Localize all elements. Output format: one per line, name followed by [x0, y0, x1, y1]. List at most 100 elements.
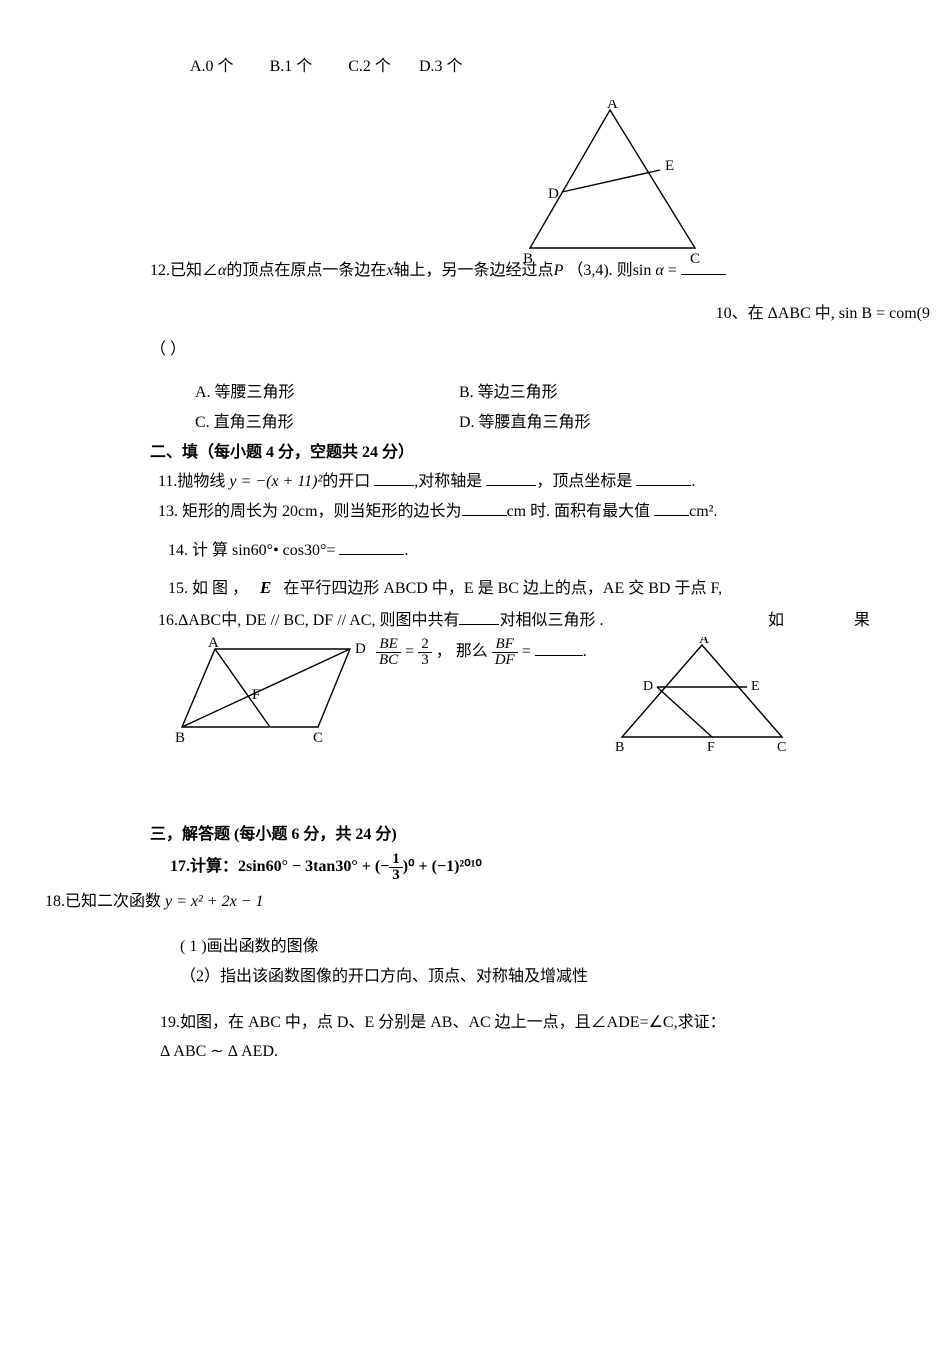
q10-C: C. 直角三角形 [195, 410, 455, 436]
tb-E: E [751, 679, 760, 694]
q12-blank [681, 258, 726, 275]
fr-a: BE [376, 637, 401, 653]
q14: 14. 计 算 sin60°• cos30°= . [20, 538, 930, 564]
q19-line1: 19.如图，在 ABC 中，点 D、E 分别是 AB、AC 边上一点，且∠ADE… [20, 1010, 930, 1036]
q12-eq: = [664, 262, 681, 279]
q13c: cm². [689, 503, 717, 520]
pg-D: D [355, 641, 366, 657]
paren: （ ） [150, 341, 186, 358]
opt-a: A.0 个 [190, 58, 234, 75]
q19-line2: Δ ABC ∼ Δ AED. [20, 1039, 930, 1065]
q10-A: A. 等腰三角形 [195, 380, 455, 406]
q16-ru: 如 [768, 608, 784, 634]
tb-F: F [707, 740, 715, 752]
q13-blank2 [654, 499, 689, 516]
q17b: )⁰ + (−1)²⁰¹⁰ [403, 858, 482, 875]
q17-num: 1 [389, 852, 403, 868]
q11d: ，顶点坐标是 [536, 473, 636, 490]
q18eq: y = x² + 2x − 1 [165, 893, 264, 910]
q12-mid1: 的顶点在原点一条边在 [226, 262, 386, 279]
tb-D: D [643, 679, 653, 694]
fr-f: DF [492, 653, 518, 668]
figure-parallelogram: A D B C F [170, 637, 370, 747]
pg-B: B [175, 730, 185, 746]
figure-triangle-ade: A B C D E [490, 100, 720, 265]
q16a: 16.ΔABC中, DE // BC, DF // AC, 则图中共有 [158, 608, 459, 634]
sec2: 二、填（每小题 4 分，空题共 24 分） [150, 444, 414, 461]
q16: 16.ΔABC中, DE // BC, DF // AC, 则图中共有 对相似三… [20, 608, 930, 634]
section3-title: 三，解答题 (每小题 6 分，共 24 分) [20, 822, 930, 848]
q15b: 在平行四边形 ABCD 中，E 是 BC 边上的点，AE 交 BD 于点 F, [283, 580, 722, 597]
eq1: = [405, 643, 414, 660]
figs-row: A D B C F BEBC = 23 ， 那么 BFDF = . [20, 637, 930, 752]
eq2: = [522, 643, 531, 660]
q11c: ,对称轴是 [414, 473, 486, 490]
q15-end: . [583, 643, 587, 660]
q17a: 17.计算：2sin60° − 3tan30° + (− [170, 858, 389, 875]
q15-line1: 15. 如 图 ， E 在平行四边形 ABCD 中，E 是 BC 边上的点，AE… [20, 574, 930, 602]
opt-c: C.2 个 [348, 58, 391, 75]
q11-blank3 [636, 469, 691, 486]
figure-triangle-ade-wrap: A B C D E [20, 100, 930, 270]
q11-blank2 [486, 469, 536, 486]
fr-c: 2 [418, 637, 432, 653]
opt-d: D.3 个 [419, 58, 463, 75]
q11-blank1 [374, 469, 414, 486]
q11a: 11.抛物线 [158, 473, 229, 490]
q18-1: ( 1 )画出函数的图像 [20, 934, 930, 960]
q15-blank [535, 639, 583, 656]
q19b: Δ ABC ∼ Δ AED. [160, 1043, 278, 1060]
q14a: 14. 计 算 sin60°• cos30°= [168, 542, 339, 559]
fr-d: 3 [418, 653, 432, 668]
pg-C: C [313, 730, 323, 746]
q10-opts-row1: A. 等腰三角形 B. 等边三角形 [20, 380, 930, 406]
q12-mid2: 轴上，另一条边经过点 [394, 262, 554, 279]
q14b: . [404, 542, 408, 559]
q15E: E [260, 578, 271, 597]
paren-line: （ ） [20, 337, 930, 363]
q12-line: 12.已知∠α的顶点在原点一条边在x轴上，另一条边经过点P （3,4). 则si… [20, 258, 930, 284]
q11e: . [691, 473, 695, 490]
q18-2: （2）指出该函数图像的开口方向、顶点、对称轴及增减性 [20, 964, 930, 990]
q10-text: 10、在 ΔABC 中, sin B = com(9 [716, 305, 930, 322]
top-option-row: A.0 个 B.1 个 C.2 个 D.3 个 [20, 54, 930, 80]
q13-blank1 [462, 499, 507, 516]
q10-B: B. 等边三角形 [459, 384, 558, 401]
q12-x: x [386, 262, 393, 279]
q12-then: 则sin [613, 262, 656, 279]
lbl-A: A [607, 100, 618, 112]
q14-blank [339, 538, 404, 555]
q10-D: D. 等腰直角三角形 [459, 414, 591, 431]
q16b: 对相似三角形 . [499, 608, 603, 634]
q18-line: 18.已知二次函数 y = x² + 2x − 1 [20, 889, 930, 915]
q18s1: ( 1 )画出函数的图像 [180, 938, 319, 955]
q15a: 15. 如 图 ， [168, 580, 248, 597]
q13: 13. 矩形的周长为 20cm，则当矩形的边长为cm 时. 面积有最大值 cm²… [20, 499, 930, 525]
section2-title: 二、填（每小题 4 分，空题共 24 分） [20, 440, 930, 466]
fr-e: BF [492, 637, 518, 653]
tb-C: C [777, 740, 786, 752]
q13b: cm 时. 面积有最大值 [507, 503, 655, 520]
q12-coords: （3,4). [567, 262, 612, 279]
q10-opts-row2: C. 直角三角形 D. 等腰直角三角形 [20, 410, 930, 436]
q12-P: P [554, 262, 564, 279]
sec3: 三，解答题 (每小题 6 分，共 24 分) [150, 826, 397, 843]
tb-B: B [615, 740, 624, 752]
q10-right-fragment: 10、在 ΔABC 中, sin B = com(9 [20, 301, 930, 327]
pg-F: F [252, 687, 260, 703]
q19a: 19.如图，在 ABC 中，点 D、E 分别是 AB、AC 边上一点，且∠ADE… [160, 1014, 726, 1031]
figure-triangle-bfc: A B C D E F [607, 637, 802, 752]
q17: 17.计算：2sin60° − 3tan30° + (−13)⁰ + (−1)²… [20, 852, 930, 883]
fr-b: BC [376, 653, 401, 668]
q12-prefix: 12.已知∠ [150, 262, 218, 279]
pg-A: A [208, 637, 219, 651]
q18s2: （2）指出该函数图像的开口方向、顶点、对称轴及增减性 [180, 968, 588, 985]
q11eq: y = −(x + 11)² [229, 473, 322, 490]
lbl-D: D [548, 186, 559, 202]
q17-den: 3 [389, 868, 403, 883]
q18a: 18.已知二次函数 [45, 893, 165, 910]
q11: 11.抛物线 y = −(x + 11)²的开口 ,对称轴是 ，顶点坐标是 . [20, 469, 930, 495]
tb-A: A [699, 637, 710, 647]
lbl-E: E [665, 158, 674, 174]
opt-b: B.1 个 [270, 58, 313, 75]
